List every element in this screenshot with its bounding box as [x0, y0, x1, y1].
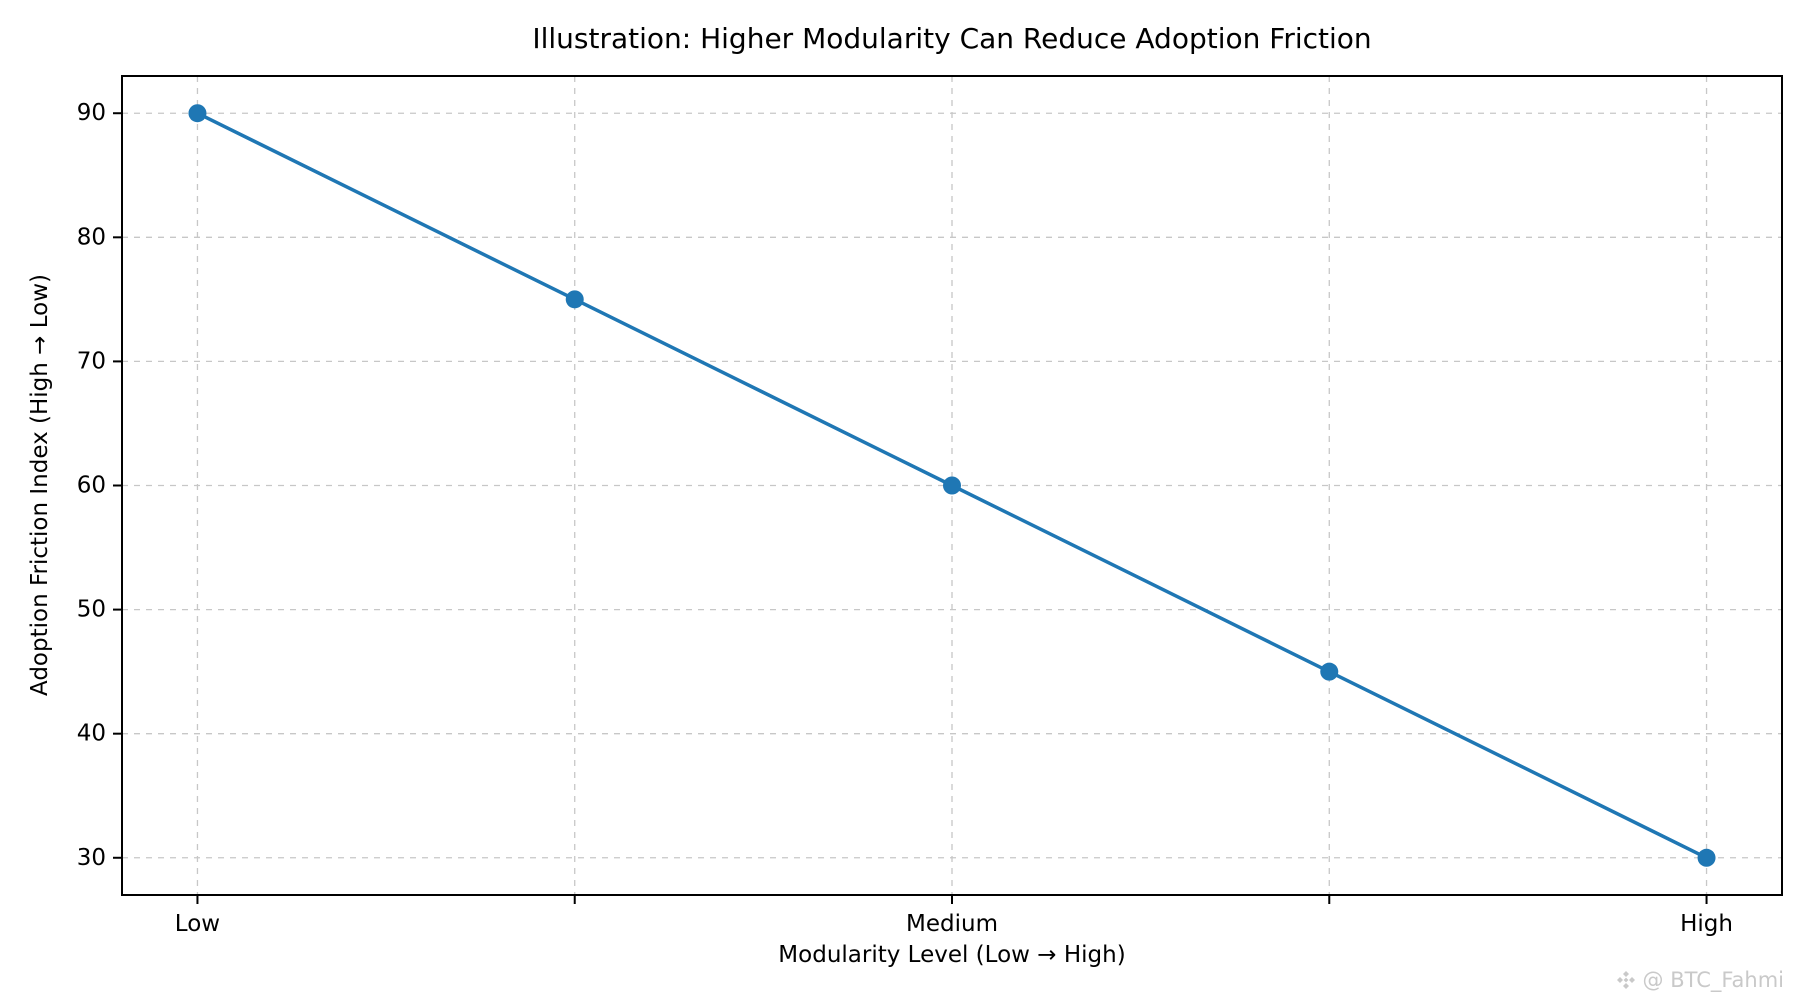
data-point-marker	[565, 290, 584, 309]
y-tick-label: 60	[77, 473, 106, 499]
y-tick-label: 80	[77, 224, 106, 250]
binance-diamond-icon	[1616, 970, 1636, 990]
x-tick-label: Low	[175, 911, 220, 937]
y-tick-label: 40	[77, 721, 106, 747]
x-axis-label: Modularity Level (Low → High)	[778, 942, 1126, 968]
y-tick-label: 90	[77, 100, 106, 126]
data-point-marker	[188, 104, 207, 123]
y-tick-label: 50	[77, 597, 106, 623]
x-tick-label: Medium	[906, 911, 998, 937]
chart-title: Illustration: Higher Modularity Can Redu…	[532, 22, 1372, 55]
watermark-text: @ BTC_Fahmi	[1642, 968, 1784, 992]
data-point-marker	[1697, 848, 1716, 867]
y-tick-label: 30	[77, 845, 106, 871]
watermark: @ BTC_Fahmi	[1616, 968, 1784, 992]
y-tick-label: 70	[77, 348, 106, 374]
x-tick-label: High	[1680, 911, 1733, 937]
data-point-marker	[1320, 662, 1339, 681]
data-point-marker	[943, 476, 961, 495]
